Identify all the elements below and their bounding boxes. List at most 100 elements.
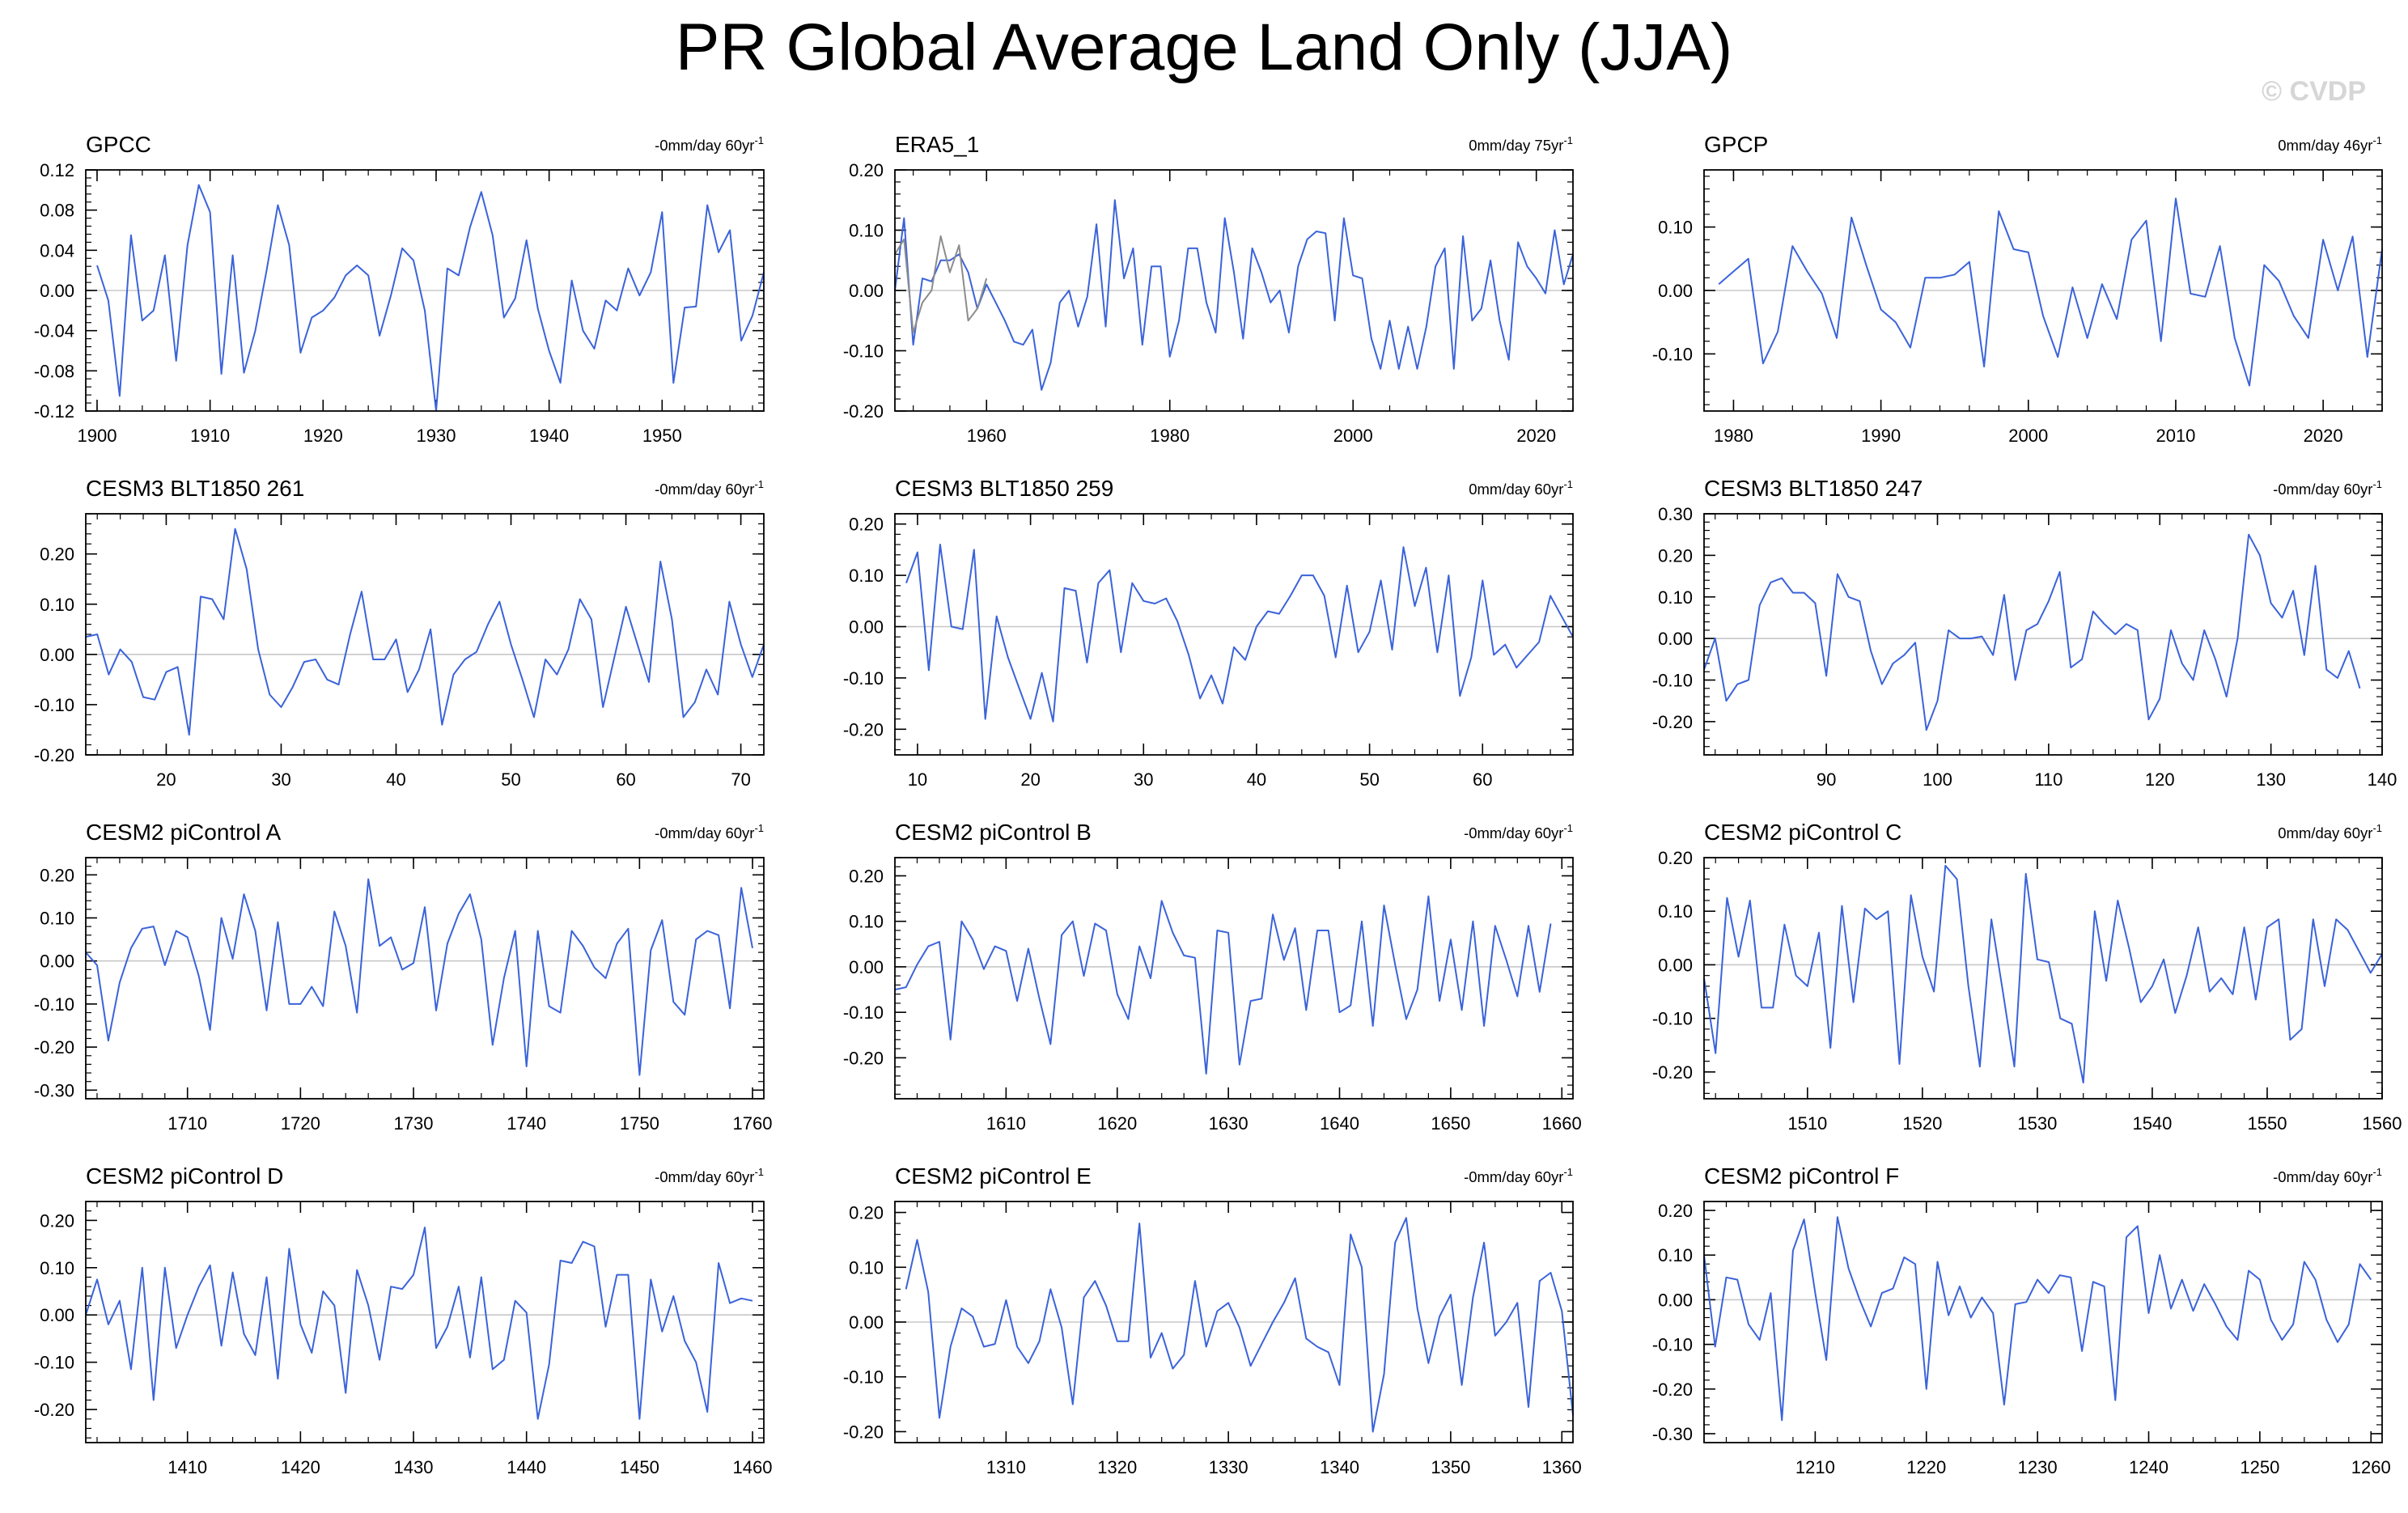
plot-frame <box>85 857 765 1100</box>
plot-frame <box>1703 1201 2383 1443</box>
panel-title: ERA5_1 <box>895 132 979 157</box>
chart-panel-8: CESM2 piControl B -0mm/day 60yr-1 -0.20 -0.… <box>843 820 1582 1134</box>
x-tick-label: 10 <box>908 769 927 790</box>
trend-label: -0mm/day 60yr-1 <box>655 478 764 498</box>
x-tick-label: 1460 <box>733 1457 773 1477</box>
y-tick-label: 0.00 <box>1658 955 1693 975</box>
x-tick-label: 130 <box>2256 769 2286 790</box>
series-line <box>1703 864 2383 1084</box>
y-tick-label: -0.20 <box>34 745 74 765</box>
x-tick-label: 1930 <box>416 426 456 446</box>
x-tick-label: 1520 <box>1902 1113 1942 1134</box>
series-line <box>905 1217 1574 1433</box>
series-line <box>894 895 1552 1075</box>
y-tick-label: 0.08 <box>40 201 74 221</box>
y-tick-label: -0.10 <box>843 341 884 362</box>
x-tick-label: 30 <box>271 769 290 790</box>
y-tick-label: 0.20 <box>849 515 884 535</box>
y-tick-label: 0.00 <box>1658 281 1693 301</box>
x-tick-label: 1450 <box>620 1457 659 1477</box>
panel-title: CESM2 piControl B <box>895 820 1092 845</box>
x-tick-label: 1620 <box>1097 1113 1137 1134</box>
x-tick-label: 1980 <box>1150 426 1189 446</box>
plot-frame <box>1703 857 2383 1100</box>
x-tick-label: 1750 <box>620 1113 659 1134</box>
x-tick-label: 1360 <box>1542 1457 1582 1477</box>
x-tick-label: 50 <box>501 769 520 790</box>
x-tick-label: 1630 <box>1209 1113 1249 1134</box>
x-tick-label: 1210 <box>1795 1457 1835 1477</box>
chart-panel-4: CESM3 BLT1850 261 -0mm/day 60yr-1 -0.20 -0.… <box>34 476 765 790</box>
y-tick-label: -0.20 <box>1652 1380 1693 1400</box>
y-tick-label: 0.30 <box>1658 504 1693 524</box>
panel-title: CESM2 piControl D <box>86 1163 283 1189</box>
y-tick-label: 0.10 <box>849 221 884 241</box>
y-tick-label: -0.10 <box>843 668 884 689</box>
x-tick-label: 2000 <box>2008 426 2048 446</box>
x-tick-label: 140 <box>2368 769 2397 790</box>
trend-label: 0mm/day 75yr-1 <box>1469 134 1573 154</box>
x-tick-label: 1710 <box>167 1113 207 1134</box>
chart-panel-5: CESM3 BLT1850 259 0mm/day 60yr-1 -0.20 -0.1… <box>843 476 1574 790</box>
y-tick-label: -0.30 <box>1652 1424 1693 1444</box>
y-tick-label: -0.12 <box>34 401 74 422</box>
x-tick-label: 60 <box>1473 769 1492 790</box>
y-tick-label: 0.10 <box>849 566 884 586</box>
y-tick-label: 0.10 <box>849 1257 884 1278</box>
x-tick-label: 1950 <box>642 426 682 446</box>
x-tick-label: 2010 <box>2156 426 2195 446</box>
x-tick-label: 20 <box>156 769 176 790</box>
y-tick-label: -0.20 <box>34 1037 74 1057</box>
y-tick-label: 0.00 <box>1658 629 1693 649</box>
y-tick-label: -0.10 <box>34 695 74 715</box>
x-tick-label: 1340 <box>1320 1457 1359 1477</box>
series-line <box>1718 197 2383 387</box>
y-tick-label: -0.20 <box>843 401 884 422</box>
x-tick-label: 110 <box>2034 769 2062 790</box>
panel-title: CESM3 BLT1850 259 <box>895 476 1113 501</box>
x-tick-label: 50 <box>1359 769 1379 790</box>
y-tick-label: 0.00 <box>1658 1290 1693 1310</box>
x-tick-label: 1990 <box>1861 426 1901 446</box>
y-tick-label: -0.20 <box>843 719 884 740</box>
panel-title: GPCP <box>1704 132 1768 157</box>
y-tick-label: 0.00 <box>849 1312 884 1333</box>
chart-panel-11: CESM2 piControl E -0mm/day 60yr-1 -0.20 -0.… <box>843 1163 1582 1477</box>
trend-label: 0mm/day 60yr-1 <box>1469 478 1573 498</box>
x-tick-label: 1230 <box>2018 1457 2058 1477</box>
chart-panel-2: ERA5_1 0mm/day 75yr-1 -0.20 -0.10 0.00 0.10 0.… <box>843 132 1574 446</box>
y-tick-label: 0.10 <box>40 1258 74 1278</box>
x-tick-label: 1660 <box>1542 1113 1582 1134</box>
chart-panel-3: GPCP 0mm/day 46yr-1 -0.10 0.00 0.10 1980 1990 2… <box>1652 132 2383 446</box>
x-tick-label: 1650 <box>1431 1113 1470 1134</box>
y-tick-label: 0.20 <box>40 545 74 565</box>
chart-panel-7: CESM2 piControl A -0mm/day 60yr-1 -0.30 -0.… <box>34 820 773 1134</box>
series-line <box>85 878 753 1076</box>
y-tick-label: 0.20 <box>849 160 884 180</box>
x-tick-label: 40 <box>386 769 405 790</box>
x-tick-label: 20 <box>1020 769 1040 790</box>
panel-title: CESM3 BLT1850 247 <box>1704 476 1923 501</box>
y-tick-label: 0.20 <box>1658 1201 1693 1221</box>
y-tick-label: -0.30 <box>34 1080 74 1100</box>
x-tick-label: 1720 <box>281 1113 320 1134</box>
x-tick-label: 1430 <box>394 1457 434 1477</box>
x-tick-label: 1960 <box>967 426 1007 446</box>
trend-label: -0mm/day 60yr-1 <box>655 822 764 841</box>
x-tick-label: 1330 <box>1209 1457 1249 1477</box>
panel-title: CESM2 piControl E <box>895 1163 1092 1189</box>
y-tick-label: -0.10 <box>34 994 74 1015</box>
trend-label: 0mm/day 60yr-1 <box>2278 822 2382 841</box>
series-line <box>894 235 988 334</box>
chart-panel-10: CESM2 piControl D -0mm/day 60yr-1 -0.20 -0.… <box>34 1163 773 1477</box>
x-tick-label: 1220 <box>1906 1457 1946 1477</box>
y-tick-label: -0.20 <box>843 1422 884 1442</box>
y-tick-label: 0.00 <box>40 281 74 301</box>
plot-frame <box>894 1201 1574 1443</box>
series-line <box>1703 1216 2372 1422</box>
y-tick-label: 0.20 <box>1658 848 1693 868</box>
x-tick-label: 90 <box>1817 769 1836 790</box>
series-line <box>85 1227 753 1420</box>
y-tick-label: -0.08 <box>34 361 74 381</box>
